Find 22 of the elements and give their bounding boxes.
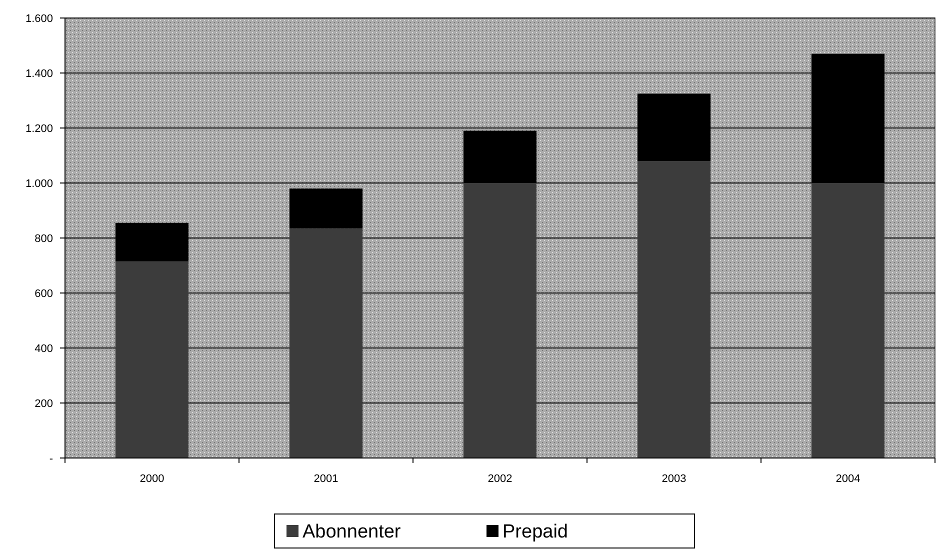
bar — [811, 183, 885, 458]
y-tick-label: 1.600 — [25, 12, 53, 25]
x-tick-label: 2001 — [314, 473, 338, 485]
legend-label: Abonnenter — [302, 522, 402, 543]
bar — [289, 228, 363, 458]
y-tick-label: 400 — [34, 342, 53, 355]
bar — [289, 188, 363, 228]
x-tick-label: 2000 — [140, 473, 164, 485]
y-tick-label: 1.200 — [25, 122, 53, 135]
bar — [637, 161, 711, 458]
y-tick-label: 1.400 — [25, 68, 53, 80]
x-tick-label: 2004 — [836, 473, 860, 485]
y-tick-label: 200 — [34, 398, 53, 410]
bar — [115, 261, 189, 458]
y-tick-label: 800 — [34, 232, 53, 245]
y-tick-label: - — [49, 452, 54, 465]
bar — [463, 183, 537, 458]
y-tick-label: 600 — [34, 288, 53, 300]
x-tick-label: 2002 — [488, 473, 512, 485]
legend-label: Prepaid — [502, 522, 568, 543]
x-tick-label: 2003 — [662, 473, 686, 485]
y-tick-label: 1.000 — [25, 178, 53, 190]
